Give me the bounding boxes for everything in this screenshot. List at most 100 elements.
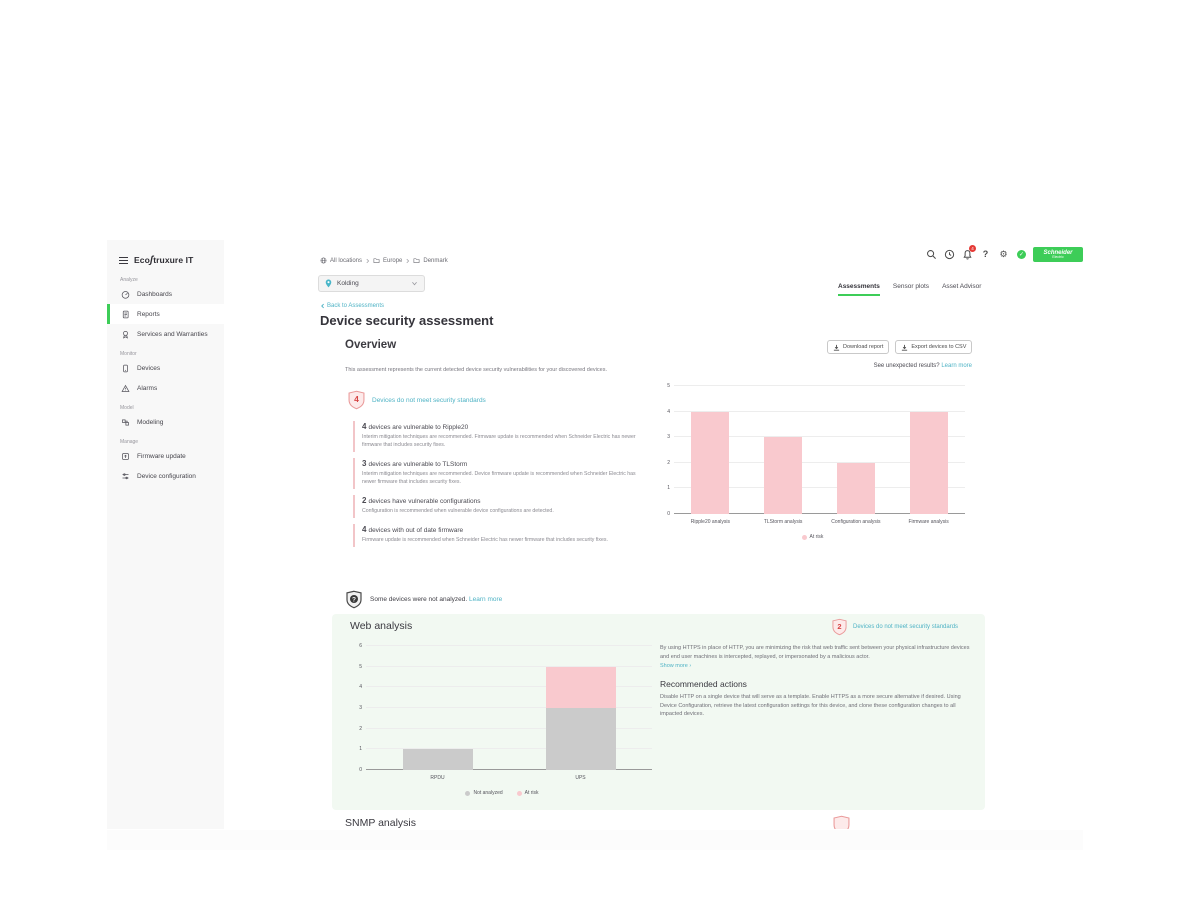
breadcrumb-europe[interactable]: Europe	[383, 257, 403, 264]
legend-label: At risk	[809, 534, 824, 540]
download-icon	[833, 344, 840, 351]
sidebar-item-firmware-update[interactable]: Firmware update	[107, 446, 224, 466]
chart-bars	[674, 386, 965, 514]
y-tick-label: 1	[667, 485, 670, 492]
legend-item: At risk	[516, 790, 539, 796]
back-to-assessments-link[interactable]: Back to Assessments	[320, 303, 384, 309]
finding-count: 4	[362, 422, 367, 431]
learn-more-link[interactable]: Learn more	[469, 596, 503, 603]
sidebar-item-modeling[interactable]: Modeling	[107, 412, 224, 432]
sidebar-header: Ecoʃtruxure IT	[107, 240, 224, 270]
learn-more-link[interactable]: Learn more	[941, 363, 972, 369]
chart-y-axis: 0 1 2 3 4 5	[660, 383, 674, 517]
app-window: Ecoʃtruxure IT Analyze Dashboards Report…	[107, 240, 1083, 829]
settings-gear-icon[interactable]: ⚙	[999, 249, 1008, 259]
user-avatar[interactable]: ✓	[1015, 248, 1028, 261]
breadcrumb-denmark[interactable]: Denmark	[423, 257, 448, 264]
finding-description: Firmware update is recommended when Schn…	[362, 537, 608, 544]
show-more-link[interactable]: Show more ›	[660, 663, 692, 670]
sidebar-item-label: Modeling	[137, 418, 164, 426]
y-tick-label: 5	[359, 663, 362, 670]
chart-legend: Not analyzed At risk	[352, 790, 652, 796]
chart-gridline	[366, 727, 652, 729]
devices-not-meet-standards-link[interactable]: Devices do not meet security standards	[853, 624, 959, 630]
devices-not-meet-standards-link[interactable]: Devices do not meet security standards	[372, 396, 486, 404]
recommended-actions-heading: Recommended actions	[660, 679, 747, 690]
y-tick-label: 2	[667, 459, 670, 466]
sidebar-item-device-configuration[interactable]: Device configuration	[107, 466, 224, 486]
finding-firmware: 4 devices with out of date firmware Firmw…	[353, 524, 655, 548]
web-analysis-heading: Web analysis	[350, 620, 413, 632]
sidebar: Ecoʃtruxure IT Analyze Dashboards Report…	[107, 240, 224, 829]
alarm-icon	[121, 384, 130, 392]
chart-gridline	[366, 686, 652, 688]
tab-asset-advisor[interactable]: Asset Advisor	[942, 283, 982, 290]
finding-count: 2	[362, 496, 367, 506]
legend-item: At risk	[801, 534, 824, 540]
status-check-icon: ✓	[1017, 250, 1026, 259]
location-dropdown[interactable]: Kolding	[318, 275, 425, 292]
snmp-analysis-heading: SNMP analysis	[345, 817, 416, 829]
firmware-update-icon	[122, 452, 129, 460]
sidebar-item-alarms[interactable]: Alarms	[107, 378, 224, 398]
finding-configurations: 2 devices have vulnerable configurations …	[353, 495, 655, 519]
device-configuration-icon	[122, 472, 129, 479]
x-tick-label: TLStorm analysis	[763, 519, 803, 525]
y-tick-label: 3	[667, 434, 670, 441]
finding-ripple20: 4 devices are vulnerable to Ripple20 Inte…	[353, 421, 655, 453]
tab-assessments[interactable]: Assessments	[838, 283, 880, 296]
x-tick-label: Ripple20 analysis	[690, 519, 730, 525]
risk-shield-icon: 2	[832, 618, 847, 636]
sidebar-item-reports[interactable]: Reports	[107, 304, 224, 324]
y-tick-label: 5	[667, 383, 670, 389]
legend-item: Not analyzed	[465, 790, 503, 796]
sidebar-section-analyze: Analyze	[120, 277, 138, 283]
x-tick-label: Firmware analysis	[908, 519, 949, 525]
bar-stack	[836, 386, 875, 514]
brand-logo: Ecoʃtruxure IT	[134, 255, 193, 266]
chart-plot-area	[674, 385, 965, 514]
menu-icon[interactable]	[119, 256, 128, 265]
security-standards-badge-row: 4 Devices do not meet security standards	[348, 390, 486, 410]
download-report-button[interactable]: Download report	[827, 340, 890, 354]
device-icon	[123, 364, 128, 372]
page-title: Device security assessment	[320, 313, 494, 328]
overview-actions: Download report Export devices to CSV	[827, 340, 973, 354]
breadcrumb-all-locations[interactable]: All locations	[330, 257, 363, 264]
location-dropdown-value: Kolding	[337, 280, 359, 287]
sidebar-item-dashboards[interactable]: Dashboards	[107, 284, 224, 304]
bar-segment-at-risk	[545, 666, 616, 708]
chevron-left-icon	[321, 303, 324, 309]
history-clock-icon[interactable]	[943, 248, 956, 261]
chart-gridline	[674, 461, 965, 463]
unknown-shield-icon: ?	[346, 590, 362, 609]
sidebar-item-label: Alarms	[137, 384, 158, 392]
brand-swirl-icon: ʃ	[149, 255, 154, 266]
finding-tlstorm: 3 devices are vulnerable to TLStorm Inter…	[353, 458, 655, 490]
overview-analysis-chart: 0 1 2 3 4 5 Ripple20 analysis TLStorm analysis…	[660, 383, 965, 540]
warranty-icon	[123, 330, 128, 339]
snmp-badge	[833, 815, 850, 829]
tab-sensor-plots[interactable]: Sensor plots	[892, 283, 930, 290]
chart-gridline	[674, 410, 965, 412]
chart-gridline	[674, 487, 965, 489]
chevron-right-icon	[406, 258, 410, 263]
search-icon[interactable]	[925, 248, 938, 261]
notifications-bell-icon[interactable]: 4	[961, 245, 976, 261]
web-analysis-panel: Web analysis 2 Devices do not meet secur…	[332, 614, 985, 810]
sidebar-item-devices[interactable]: Devices	[107, 358, 224, 378]
sidebar-item-services-warranties[interactable]: Services and Warranties	[107, 324, 224, 344]
bar-segment-at-risk	[836, 462, 875, 514]
legend-label: Not analyzed	[473, 790, 503, 796]
y-tick-label: 1	[359, 746, 362, 753]
chart-legend: At risk	[660, 534, 965, 540]
export-csv-button[interactable]: Export devices to CSV	[895, 340, 973, 354]
bar-slot	[820, 386, 893, 514]
chart-gridline	[674, 436, 965, 438]
sidebar-section-monitor: Monitor	[120, 351, 137, 357]
legend-dot	[801, 534, 807, 540]
help-icon[interactable]: ?	[982, 249, 989, 259]
notification-badge: 4	[969, 245, 976, 252]
chart-baseline	[674, 513, 965, 514]
bar-segment-not-analyzed	[545, 708, 616, 770]
